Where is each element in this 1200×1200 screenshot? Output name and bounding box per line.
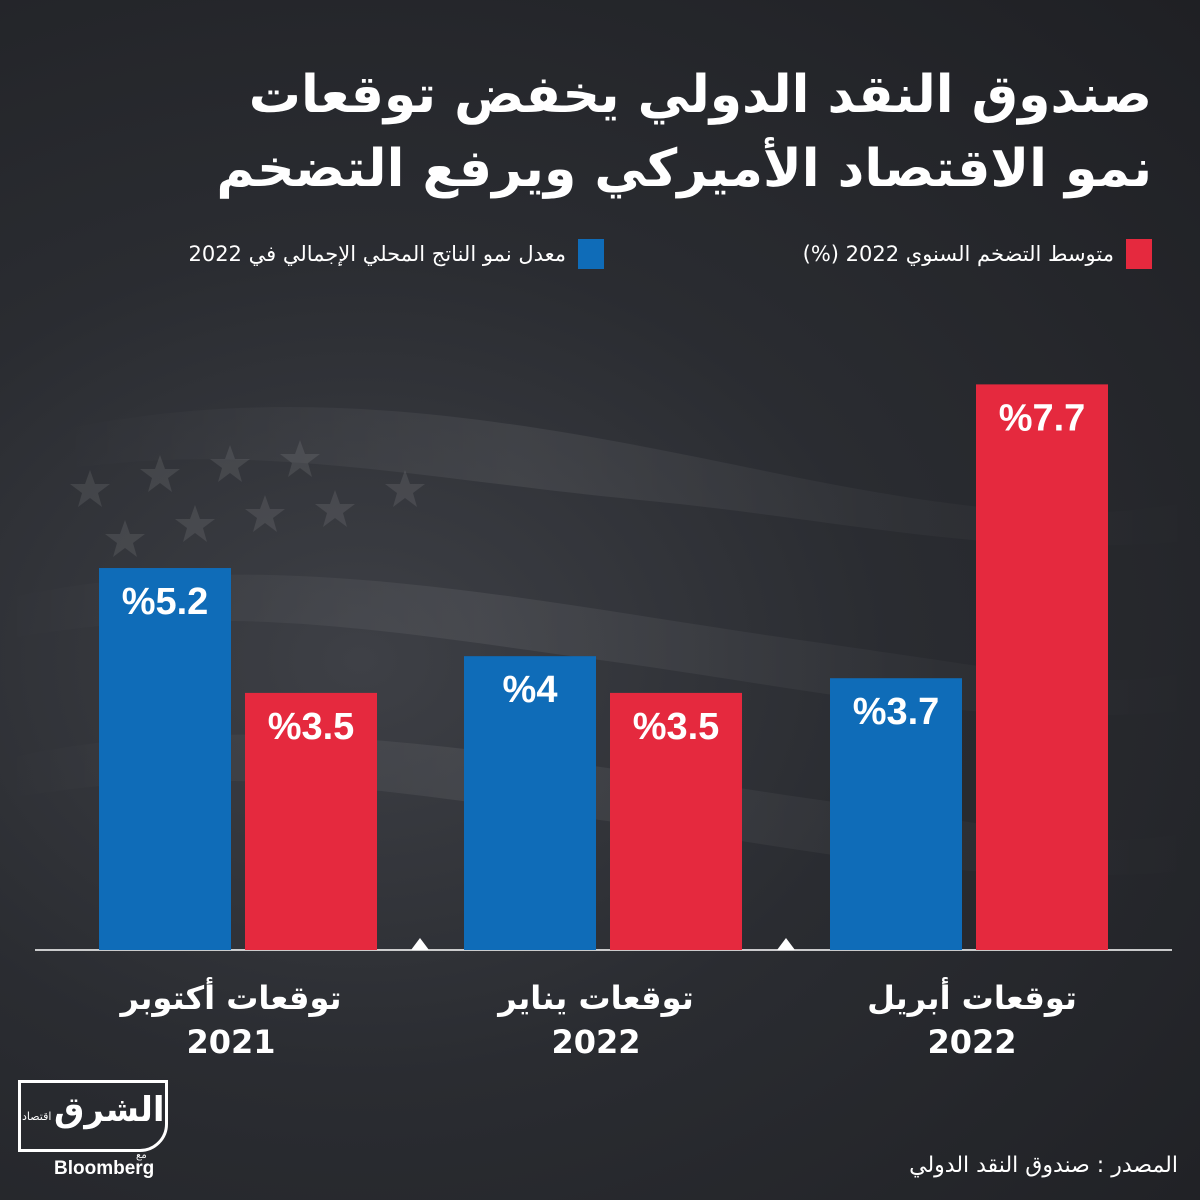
category-label-line2: 2022 <box>927 1023 1017 1061</box>
legend-label-inflation: متوسط التضخم السنوي 2022 (%) <box>802 242 1114 266</box>
data-label-gdp-2: %3.7 <box>853 691 940 733</box>
data-label-inflation-0: %3.5 <box>268 706 355 748</box>
legend-swatch-inflation <box>1126 239 1152 269</box>
legend-item-gdp: معدل نمو الناتج المحلي الإجمالي في 2022 <box>188 238 604 270</box>
title-line-2: نمو الاقتصاد الأميركي ويرفع التضخم <box>216 139 1152 199</box>
category-label-line1: توقعات أبريل <box>867 979 1077 1017</box>
logo-partner-text: Bloomberg <box>54 1158 155 1179</box>
category-label-line2: 2021 <box>186 1023 276 1061</box>
bar-gdp-0 <box>99 568 231 950</box>
bar-gdp-1 <box>464 656 596 950</box>
legend-label-gdp: معدل نمو الناتج المحلي الإجمالي في 2022 <box>188 242 566 266</box>
category-label-line1: توقعات أكتوبر <box>120 979 342 1017</box>
logo-frame <box>18 1080 168 1152</box>
logo-with-text: مع <box>136 1150 147 1161</box>
category-label-line2: 2022 <box>551 1023 641 1061</box>
title-line-1: صندوق النقد الدولي يخفض توقعات <box>248 65 1152 125</box>
category-label-october: توقعات أكتوبر 2021 <box>81 976 381 1064</box>
group-separator-marker <box>777 938 795 950</box>
legend-swatch-gdp <box>578 239 604 269</box>
bar-inflation-2 <box>976 384 1108 951</box>
category-label-january: توقعات يناير 2022 <box>446 976 746 1064</box>
chart-title: صندوق النقد الدولي يخفض توقعات نمو الاقت… <box>52 58 1152 206</box>
data-label-inflation-1: %3.5 <box>633 706 720 748</box>
source-note: المصدر : صندوق النقد الدولي <box>909 1153 1178 1178</box>
asharq-bloomberg-logo: الشرق اقتصاد مع Bloomberg <box>18 1080 190 1180</box>
data-label-inflation-2: %7.7 <box>999 397 1086 439</box>
bar-inflation-1 <box>610 692 742 950</box>
logo-sub-text: اقتصاد <box>22 1110 52 1123</box>
group-separator-marker <box>411 938 429 950</box>
data-label-gdp-1: %4 <box>503 669 558 711</box>
legend-item-inflation: متوسط التضخم السنوي 2022 (%) <box>803 238 1152 270</box>
bar-gdp-2 <box>830 678 962 950</box>
bar-inflation-0 <box>245 692 377 950</box>
category-label-april: توقعات أبريل 2022 <box>822 976 1122 1064</box>
category-label-line1: توقعات يناير <box>498 979 694 1017</box>
data-label-gdp-0: %5.2 <box>122 581 209 623</box>
flag-stars <box>70 440 425 557</box>
logo-main-text: الشرق <box>54 1090 165 1130</box>
